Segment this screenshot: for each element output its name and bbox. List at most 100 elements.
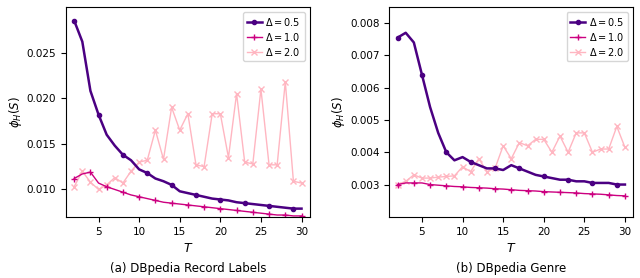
$\Delta = 2.0$ [580, 131, 588, 135]
$\Delta = 1.0$ [410, 181, 418, 185]
Legend: $\Delta = 0.5$, $\Delta = 1.0$, $\Delta = 2.0$: $\Delta = 0.5$, $\Delta = 1.0$, $\Delta … [243, 12, 305, 61]
$\Delta = 1.0$ [451, 185, 458, 188]
$\Delta = 0.5$ [184, 192, 192, 195]
$\Delta = 2.0$ [483, 170, 491, 173]
$\Delta = 1.0$ [103, 185, 111, 188]
$\Delta = 2.0$ [103, 183, 111, 187]
$\Delta = 0.5$ [209, 197, 216, 200]
$\Delta = 1.0$ [273, 213, 281, 217]
$\Delta = 1.0$ [168, 202, 175, 205]
$\Delta = 0.5$ [548, 177, 556, 180]
$\Delta = 1.0$ [548, 190, 556, 194]
$\Delta = 0.5$ [564, 178, 572, 181]
$\Delta = 2.0$ [589, 151, 596, 154]
X-axis label: $T$: $T$ [506, 242, 516, 255]
$\Delta = 0.5$ [402, 31, 410, 34]
$\Delta = 1.0$ [209, 206, 216, 209]
$\Delta = 1.0$ [596, 193, 604, 196]
$\Delta = 2.0$ [143, 158, 151, 162]
$\Delta = 0.5$ [467, 160, 474, 164]
$\Delta = 0.5$ [524, 170, 531, 173]
$\Delta = 0.5$ [159, 180, 167, 183]
$\Delta = 0.5$ [216, 198, 224, 201]
$\Delta = 0.5$ [394, 36, 401, 39]
$\Delta = 0.5$ [410, 41, 418, 44]
$\Delta = 0.5$ [418, 73, 426, 76]
$\Delta = 1.0$ [225, 208, 232, 211]
Line: $\Delta = 2.0$: $\Delta = 2.0$ [395, 124, 628, 187]
$\Delta = 0.5$ [580, 180, 588, 183]
$\Delta = 2.0$ [402, 180, 410, 183]
$\Delta = 0.5$ [176, 190, 184, 193]
$\Delta = 0.5$ [200, 195, 208, 198]
$\Delta = 2.0$ [257, 87, 265, 91]
$\Delta = 0.5$ [265, 204, 273, 208]
$\Delta = 2.0$ [216, 112, 224, 115]
$\Delta = 2.0$ [564, 151, 572, 154]
$\Delta = 0.5$ [103, 133, 111, 136]
$\Delta = 0.5$ [621, 183, 628, 186]
$\Delta = 2.0$ [499, 144, 507, 147]
$\Delta = 2.0$ [265, 163, 273, 167]
$\Delta = 0.5$ [532, 173, 540, 177]
$\Delta = 1.0$ [86, 170, 94, 174]
$\Delta = 2.0$ [491, 167, 499, 170]
$\Delta = 1.0$ [79, 172, 86, 176]
$\Delta = 1.0$ [111, 188, 118, 191]
Line: $\Delta = 0.5$: $\Delta = 0.5$ [72, 19, 303, 211]
$\Delta = 2.0$ [282, 80, 289, 83]
$\Delta = 1.0$ [257, 212, 265, 215]
$\Delta = 0.5$ [225, 199, 232, 202]
$\Delta = 2.0$ [613, 125, 621, 128]
$\Delta = 1.0$ [532, 189, 540, 193]
$\Delta = 2.0$ [451, 174, 458, 177]
Line: $\Delta = 1.0$: $\Delta = 1.0$ [395, 180, 628, 198]
$\Delta = 1.0$ [135, 195, 143, 198]
$\Delta = 0.5$ [589, 181, 596, 185]
$\Delta = 1.0$ [540, 190, 548, 193]
$\Delta = 2.0$ [79, 170, 86, 173]
$\Delta = 1.0$ [499, 187, 507, 191]
$\Delta = 2.0$ [532, 138, 540, 141]
$\Delta = 1.0$ [508, 188, 515, 191]
$\Delta = 2.0$ [111, 176, 118, 179]
$\Delta = 2.0$ [426, 177, 434, 180]
$\Delta = 1.0$ [459, 185, 467, 188]
$\Delta = 0.5$ [491, 167, 499, 170]
$\Delta = 0.5$ [298, 207, 305, 210]
$\Delta = 2.0$ [524, 144, 531, 147]
$\Delta = 1.0$ [442, 184, 450, 187]
$\Delta = 0.5$ [475, 163, 483, 167]
$\Delta = 2.0$ [621, 146, 628, 149]
$\Delta = 1.0$ [605, 193, 612, 197]
$\Delta = 2.0$ [605, 147, 612, 151]
$\Delta = 0.5$ [483, 167, 491, 170]
$\Delta = 0.5$ [442, 151, 450, 154]
Line: $\Delta = 1.0$: $\Delta = 1.0$ [72, 169, 304, 219]
$\Delta = 0.5$ [540, 175, 548, 178]
$\Delta = 2.0$ [209, 112, 216, 115]
$\Delta = 0.5$ [282, 206, 289, 209]
$\Delta = 2.0$ [289, 180, 297, 183]
$\Delta = 1.0$ [184, 203, 192, 207]
$\Delta = 0.5$ [508, 163, 515, 167]
$\Delta = 0.5$ [70, 19, 78, 22]
$\Delta = 0.5$ [79, 40, 86, 43]
$\Delta = 1.0$ [127, 193, 135, 197]
$\Delta = 2.0$ [127, 170, 135, 173]
$\Delta = 1.0$ [556, 191, 564, 194]
$\Delta = 2.0$ [225, 156, 232, 159]
$\Delta = 0.5$ [241, 202, 248, 205]
$\Delta = 1.0$ [216, 207, 224, 210]
$\Delta = 1.0$ [298, 214, 305, 218]
$\Delta = 0.5$ [192, 193, 200, 197]
$\Delta = 1.0$ [524, 189, 531, 192]
$\Delta = 0.5$ [605, 181, 612, 185]
$\Delta = 0.5$ [451, 159, 458, 162]
$\Delta = 1.0$ [152, 199, 159, 202]
$\Delta = 2.0$ [459, 165, 467, 168]
$\Delta = 0.5$ [233, 200, 241, 204]
$\Delta = 2.0$ [70, 185, 78, 188]
$\Delta = 1.0$ [491, 187, 499, 190]
$\Delta = 0.5$ [556, 178, 564, 181]
